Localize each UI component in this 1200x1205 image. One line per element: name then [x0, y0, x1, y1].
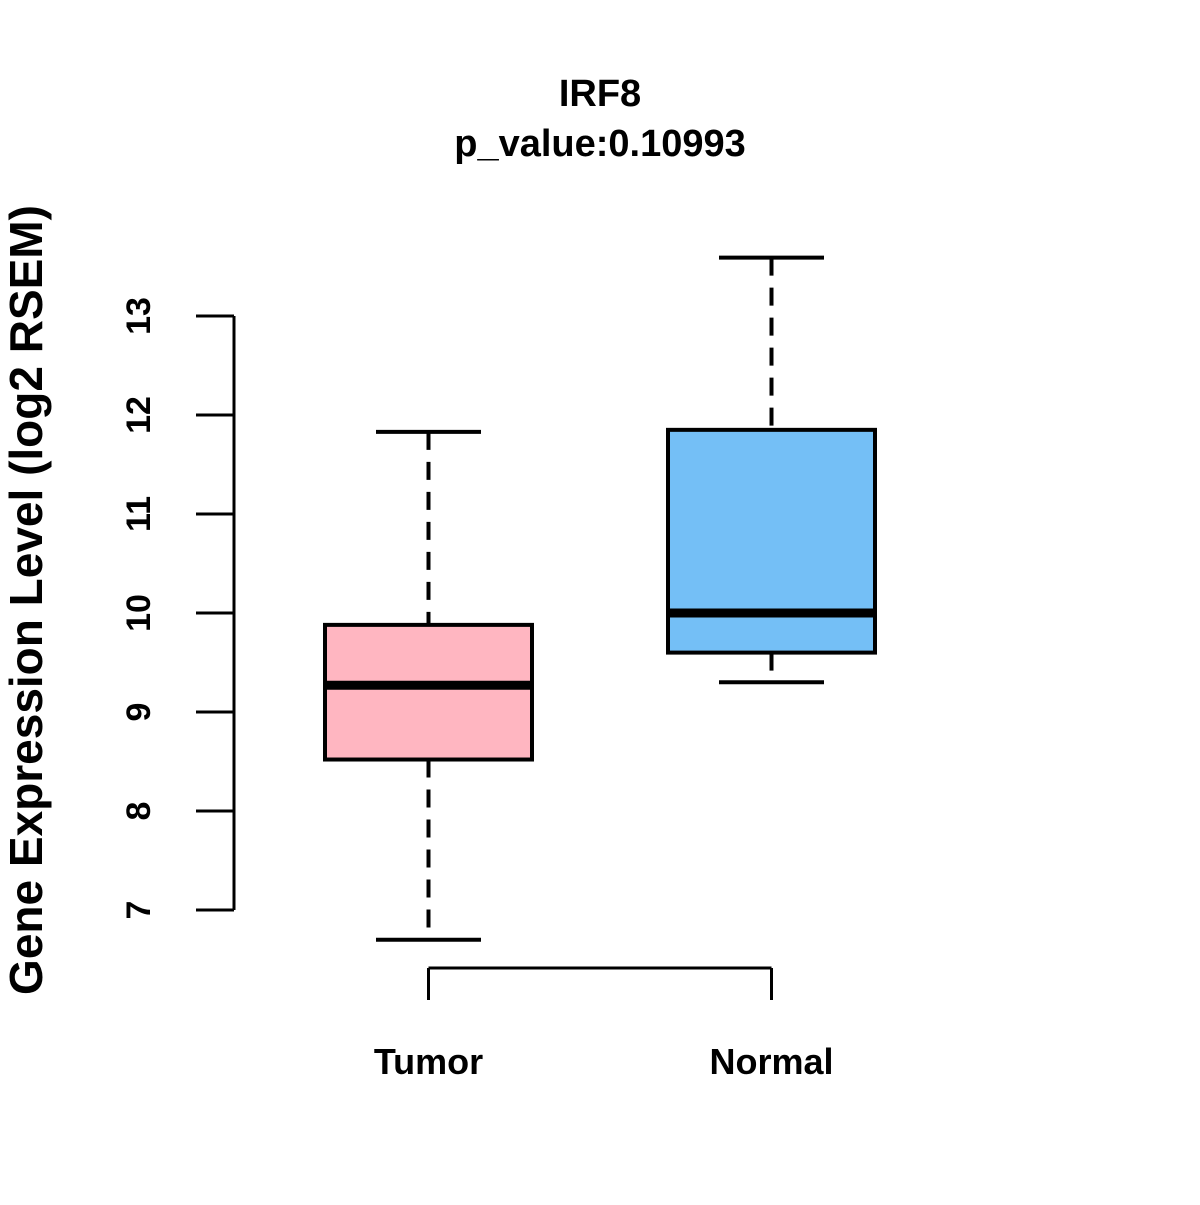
boxplot-series: [323, 255, 877, 942]
y-tick-label: 11: [120, 496, 158, 532]
y-tick-label: 12: [120, 396, 158, 434]
boxplot-tumor: [323, 429, 534, 942]
y-tick-label: 7: [120, 901, 158, 920]
iqr-box: [323, 622, 534, 762]
x-label-tumor: Tumor: [374, 1041, 483, 1082]
iqr-box: [666, 427, 877, 655]
y-tick-label: 10: [120, 594, 158, 632]
chart-title: IRF8: [559, 73, 641, 115]
x-category-labels: Tumor Normal: [374, 1041, 834, 1082]
x-label-normal: Normal: [709, 1041, 833, 1082]
chart-titles: IRF8 p_value:0.10993: [454, 73, 746, 165]
boxplot-normal: [666, 255, 877, 685]
y-tick-label: 9: [120, 703, 158, 722]
y-axis-title: Gene Expression Level (log2 RSEM): [0, 205, 52, 995]
y-tick-label: 8: [120, 802, 158, 821]
chart-subtitle: p_value:0.10993: [454, 123, 746, 165]
y-axis: 7 8 9 10 11 12 13: [120, 297, 236, 920]
comparison-bracket: [427, 966, 773, 1000]
y-tick-label: 13: [120, 297, 158, 335]
